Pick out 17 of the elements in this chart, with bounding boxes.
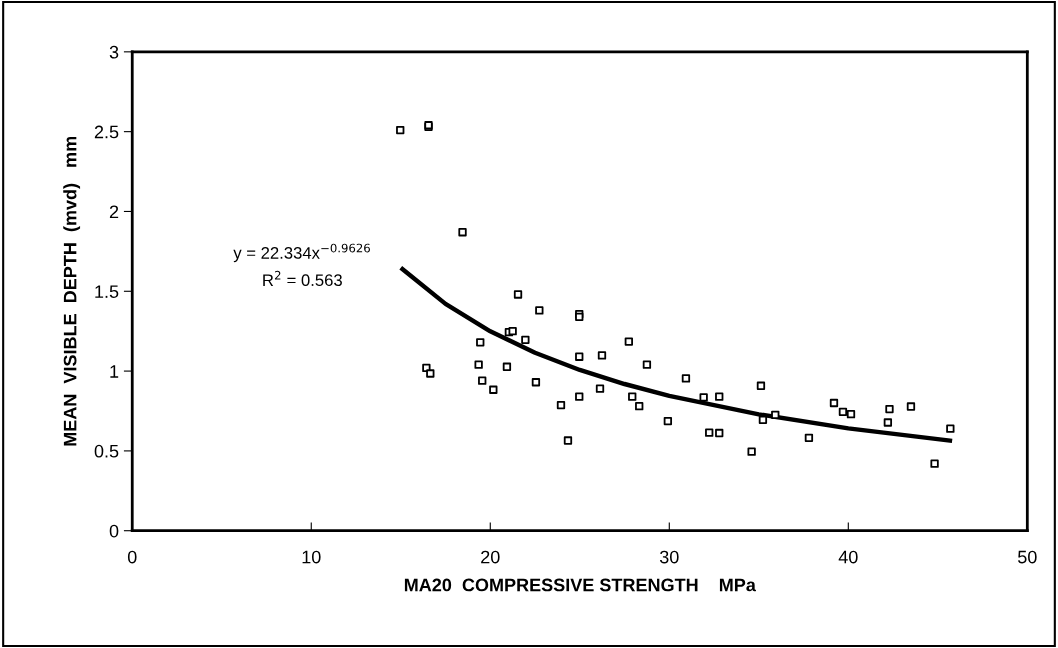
annotation: y = 22.334x$^{−0.9626}$ — [233, 243, 370, 263]
x-axis-title: MA20 COMPRESSIVE STRENGTH MPa — [404, 578, 756, 592]
annotation: R$^{2}$ = 0.563 — [263, 270, 342, 287]
y-tick-label: 2 — [109, 205, 119, 219]
x-tick-label: 30 — [659, 550, 679, 564]
x-tick-label: 50 — [1018, 550, 1037, 564]
x-tick-label: 20 — [481, 550, 500, 564]
x-tick-label: 10 — [302, 550, 321, 564]
y-tick-label: 0 — [109, 524, 119, 538]
x-tick-label: 40 — [838, 550, 858, 564]
y-tick-label: 1 — [110, 365, 119, 378]
y-axis-title: MEAN VISIBLE DEPTH (mvd) mm — [63, 136, 81, 446]
x-tick-label: 0 — [127, 550, 137, 564]
y-tick-label: 3 — [109, 45, 119, 59]
y-tick-label: 2.5 — [94, 125, 119, 139]
y-tick-label: 1.5 — [95, 285, 119, 298]
y-tick-label: 0.5 — [94, 444, 119, 458]
